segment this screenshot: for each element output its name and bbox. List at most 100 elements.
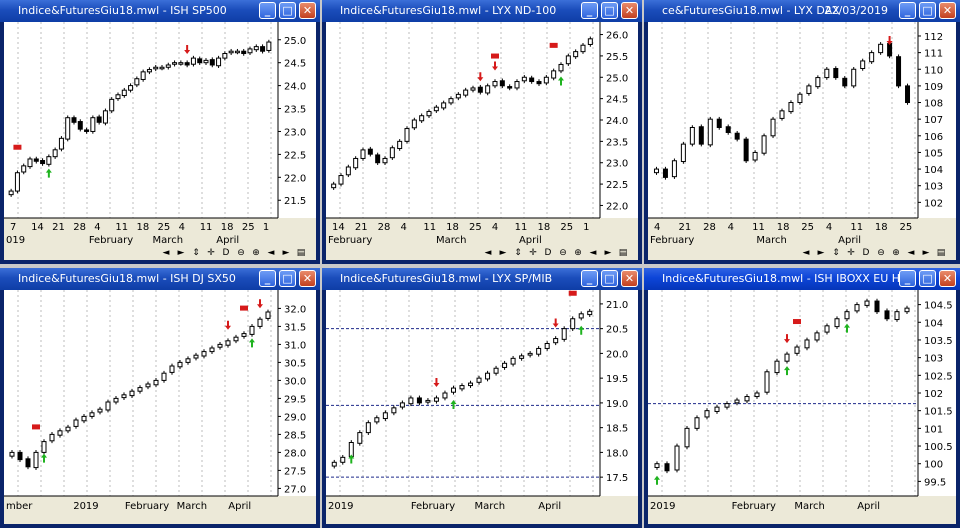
chart-window[interactable]: Indice&FuturesGiu18.mwl - LYX ND-100 _ □ ✕ 2…: [322, 0, 642, 264]
toolbar-button[interactable]: D: [222, 248, 230, 258]
candle-body: [680, 143, 686, 163]
buy-arrow-icon: [844, 323, 850, 333]
chart-toolbar[interactable]: ◄ ► ⇕ ✛ D ⊖ ⊕ ◄ ► ▤: [160, 246, 312, 260]
toolbar-button[interactable]: ✛: [207, 248, 215, 258]
toolbar-button[interactable]: ▤: [296, 248, 306, 258]
price-chart[interactable]: 17.5 18.0 18.5 19.0 19.5 20.0 20.5 21.0 2019 Febr…: [326, 290, 638, 524]
toolbar-button[interactable]: ▤: [936, 248, 946, 258]
maximize-button[interactable]: □: [601, 270, 618, 287]
x-tick-label: 18: [538, 222, 551, 233]
candle-body: [684, 427, 690, 448]
minimize-button[interactable]: _: [899, 2, 916, 19]
maximize-button[interactable]: □: [601, 2, 618, 19]
window-titlebar[interactable]: ce&FuturesGiu18.mwl - LYX DAX 22/03/2019 _…: [644, 0, 960, 22]
candle-body: [485, 372, 491, 380]
chart-window[interactable]: ce&FuturesGiu18.mwl - LYX DAX 22/03/2019 _…: [644, 0, 960, 264]
toolbar-button[interactable]: D: [544, 248, 552, 258]
chart-window[interactable]: Indice&FuturesGiu18.mwl - ISH DJ SX50 _ □ ✕…: [0, 268, 320, 528]
close-button[interactable]: ✕: [939, 270, 956, 287]
x-tick-label: 25: [158, 222, 171, 233]
chart-window[interactable]: Indice&FuturesGiu18.mwl - LYX SP/MIB _ □ ✕ 1…: [322, 268, 642, 528]
candle-body: [375, 154, 381, 164]
candle-body: [470, 87, 476, 91]
maximize-button[interactable]: □: [279, 2, 296, 19]
toolbar-button[interactable]: ⊖: [877, 248, 885, 258]
window-titlebar[interactable]: Indice&FuturesGiu18.mwl - LYX SP/MIB _ □ ✕: [322, 268, 642, 290]
toolbar-button[interactable]: ⇕: [832, 248, 840, 258]
window-titlebar[interactable]: Indice&FuturesGiu18.mwl - LYX ND-100 _ □ ✕: [322, 0, 642, 22]
y-tick-label: 103.5: [924, 336, 953, 347]
window-date: 22/03/2019: [824, 4, 888, 17]
toolbar-button[interactable]: ⊕: [574, 248, 582, 258]
toolbar-button[interactable]: ►: [282, 248, 290, 258]
price-chart[interactable]: 102 103 104 105 106 107 108 109 110 111 112 4 21 28 4 1…: [648, 22, 956, 260]
minimize-button[interactable]: _: [581, 270, 598, 287]
toolbar-button[interactable]: ✛: [847, 248, 855, 258]
toolbar-button[interactable]: D: [862, 248, 870, 258]
chart-window[interactable]: Indice&FuturesGiu18.mwl - ISH IBOXX EU H…: [644, 268, 960, 528]
sell-arrow-icon: [184, 44, 191, 54]
candle-body: [674, 445, 680, 471]
toolbar-button[interactable]: ►: [817, 248, 825, 258]
minimize-button[interactable]: _: [259, 2, 276, 19]
candle-body: [698, 126, 704, 145]
price-chart[interactable]: 27.0 27.5 28.0 28.5 29.0 29.5 30.0 30.5 31.0 31.5…: [4, 290, 316, 524]
toolbar-button[interactable]: ⊖: [559, 248, 567, 258]
close-button[interactable]: ✕: [299, 2, 316, 19]
price-chart[interactable]: 22.022.523.023.524.024.525.025.526.014 21…: [326, 22, 638, 260]
window-titlebar[interactable]: Indice&FuturesGiu18.mwl - ISH IBOXX EU H…: [644, 268, 960, 290]
maximize-button[interactable]: □: [919, 2, 936, 19]
maximize-button[interactable]: □: [919, 270, 936, 287]
candle-body: [743, 138, 749, 162]
toolbar-button[interactable]: ▤: [618, 248, 628, 258]
chart-toolbar[interactable]: ◄ ► ⇕ ✛ D ⊖ ⊕ ◄ ► ▤: [800, 246, 952, 260]
close-button[interactable]: ✕: [621, 270, 638, 287]
toolbar-button[interactable]: ⊖: [237, 248, 245, 258]
y-tick-label: 24.0: [606, 116, 628, 127]
minimize-button[interactable]: _: [259, 270, 276, 287]
window-titlebar[interactable]: Indice&FuturesGiu18.mwl - ISH SP500 _ □ ✕: [0, 0, 320, 22]
toolbar-button[interactable]: ◄: [267, 248, 275, 258]
toolbar-button[interactable]: ◄: [162, 248, 170, 258]
close-button[interactable]: ✕: [621, 2, 638, 19]
candle-body: [770, 118, 776, 137]
close-button[interactable]: ✕: [299, 270, 316, 287]
x-tick-label: 14: [332, 222, 345, 233]
minimize-button[interactable]: _: [581, 2, 598, 19]
x-tick-label: 4: [728, 222, 734, 233]
x-tick-label: 4: [401, 222, 407, 233]
toolbar-button[interactable]: ◄: [802, 248, 810, 258]
price-chart[interactable]: 99.5 100 100.5 101 101.5 102 102.5 103 103.5 104 1…: [648, 290, 956, 524]
toolbar-button[interactable]: ►: [177, 248, 185, 258]
price-chart[interactable]: 21.522.022.523.023.524.024.525.07 14 21 28 4…: [4, 22, 316, 260]
x-tick-label: 25: [469, 222, 482, 233]
toolbar-button[interactable]: ⇕: [514, 248, 522, 258]
y-tick-label: 107: [924, 115, 943, 126]
close-button[interactable]: ✕: [939, 2, 956, 19]
candle-body: [360, 149, 366, 159]
candle-body: [587, 310, 593, 316]
toolbar-button[interactable]: ⇕: [192, 248, 200, 258]
candle-body: [265, 311, 271, 319]
toolbar-button[interactable]: ◄: [907, 248, 915, 258]
candle-body: [689, 126, 695, 145]
window-title: ce&FuturesGiu18.mwl - LYX DAX: [662, 4, 840, 17]
chart-toolbar[interactable]: ◄ ► ⇕ ✛ D ⊖ ⊕ ◄ ► ▤: [482, 246, 634, 260]
minimize-button[interactable]: _: [899, 270, 916, 287]
signal-badge-icon: [240, 305, 248, 311]
toolbar-button[interactable]: ⊕: [892, 248, 900, 258]
toolbar-button[interactable]: ✛: [529, 248, 537, 258]
toolbar-button[interactable]: ◄: [484, 248, 492, 258]
signal-badge-icon: [32, 424, 40, 430]
chart-window[interactable]: Indice&FuturesGiu18.mwl - ISH SP500 _ □ ✕ 21…: [0, 0, 320, 264]
toolbar-button[interactable]: ⊕: [252, 248, 260, 258]
window-titlebar[interactable]: Indice&FuturesGiu18.mwl - ISH DJ SX50 _ □ ✕: [0, 268, 320, 290]
maximize-button[interactable]: □: [279, 270, 296, 287]
toolbar-button[interactable]: ►: [499, 248, 507, 258]
candle-body: [17, 451, 23, 461]
candle-body: [558, 63, 564, 72]
candle-body: [502, 362, 508, 368]
toolbar-button[interactable]: ►: [922, 248, 930, 258]
toolbar-button[interactable]: ◄: [589, 248, 597, 258]
toolbar-button[interactable]: ►: [604, 248, 612, 258]
